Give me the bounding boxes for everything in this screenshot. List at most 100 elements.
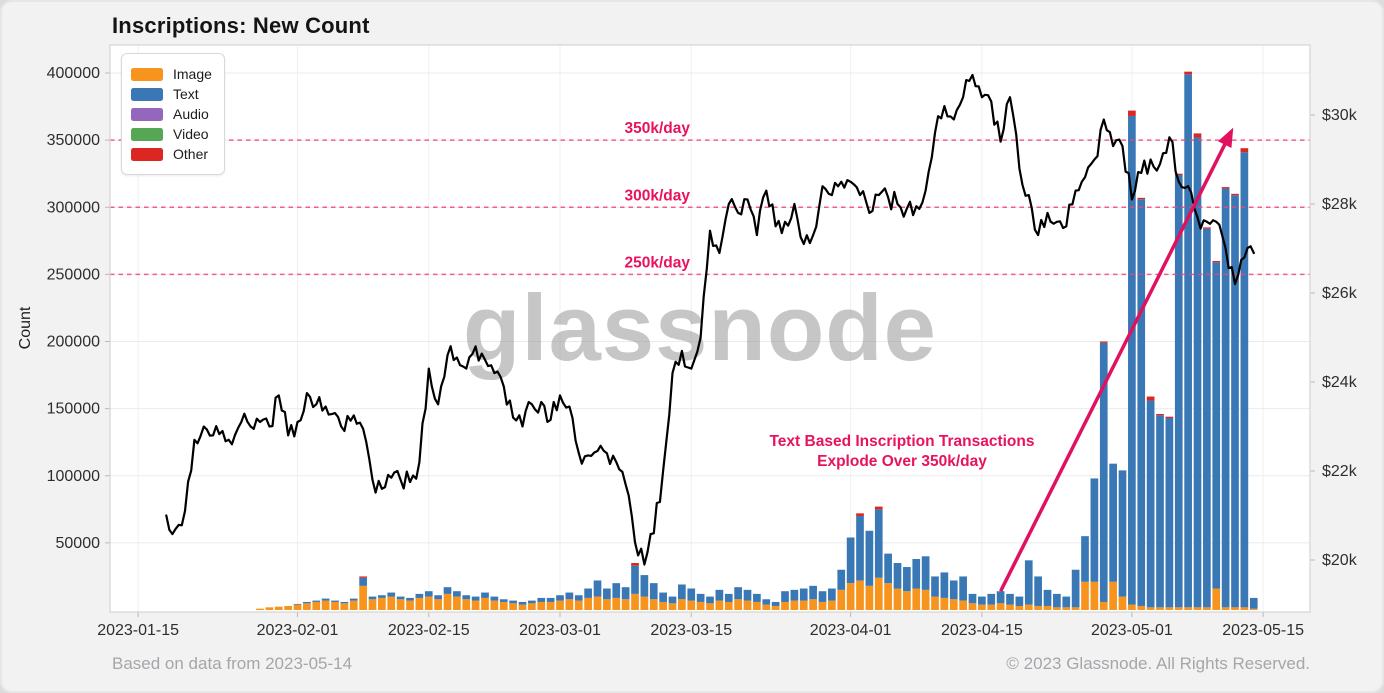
bar-segment-image — [1062, 607, 1071, 610]
bar-segment-text — [331, 600, 339, 602]
plot-border — [109, 44, 1311, 613]
bar-segment-image — [1221, 607, 1230, 610]
bar-segment-text — [1249, 597, 1258, 609]
bar-segment-image — [443, 593, 452, 610]
x-tick-label: 2023-02-01 — [257, 622, 339, 639]
legend-item-text[interactable]: Text — [131, 86, 212, 102]
legend-item-other[interactable]: Other — [131, 146, 212, 162]
y-right-tick-label: $28k — [1322, 196, 1358, 213]
bar-segment-image — [359, 585, 367, 610]
bar-segment-image — [1249, 608, 1258, 610]
bar-segment-image — [1118, 596, 1127, 610]
bar-segment-image — [659, 601, 667, 610]
bar-segment-image — [415, 597, 424, 610]
bar-segment-image — [378, 597, 386, 610]
bar-segment-text — [1015, 596, 1024, 606]
bar-segment-image — [537, 601, 546, 610]
other-swatch — [131, 147, 163, 161]
bar-segment-text — [621, 587, 630, 600]
bar-segment-text — [856, 516, 864, 581]
bar-segment-other — [1231, 193, 1239, 196]
bar-segment-text — [443, 587, 452, 594]
bar-segment-text — [968, 593, 977, 604]
bar-segment-text — [546, 597, 555, 602]
bar-segment-text — [799, 588, 808, 601]
bar-segment-text — [528, 600, 536, 604]
bar-segment-image — [959, 600, 967, 610]
bar-segment-image — [921, 589, 930, 610]
bar-segment-text — [940, 572, 949, 598]
bar-segment-image — [406, 600, 414, 610]
bar-segment-image — [453, 596, 461, 610]
bar-segment-text — [706, 596, 714, 604]
bar-segment-image — [640, 596, 649, 610]
y-right-tick-label: $24k — [1322, 374, 1358, 391]
bar-segment-text — [987, 593, 996, 605]
bar-segment-text — [584, 588, 592, 598]
bar-segment-text — [1024, 560, 1033, 605]
bar-segment-image — [734, 599, 742, 610]
bar-segment-image — [1165, 607, 1174, 610]
legend-label: Image — [173, 66, 212, 82]
bar-segment-image — [499, 601, 508, 610]
chart-legend: Image Text Audio Video Other — [121, 53, 225, 175]
bar-segment-text — [724, 593, 733, 602]
bar-segment-text — [490, 596, 499, 601]
bar-segment-text — [565, 592, 574, 600]
bar-segment-text — [696, 593, 705, 602]
bar-segment-text — [846, 537, 855, 584]
bar-segment-text — [762, 599, 771, 605]
y-left-tick-label: 200000 — [47, 334, 100, 351]
bar-segment-image — [912, 588, 921, 610]
bar-segment-image — [1081, 581, 1089, 610]
bar-segment-text — [509, 600, 517, 604]
legend-item-image[interactable]: Image — [131, 66, 212, 82]
bar-segment-text — [678, 584, 686, 600]
bar-segment-text — [1231, 195, 1239, 608]
trend-arrow-shaft — [999, 142, 1228, 592]
bar-segment-text — [1212, 262, 1221, 589]
bar-segment-text — [453, 591, 461, 597]
bar-segment-text — [321, 598, 330, 601]
bar-segment-other — [359, 576, 367, 578]
bar-segment-text — [481, 592, 489, 598]
bar-segment-image — [809, 599, 817, 610]
bar-segment-text — [771, 601, 780, 606]
bar-segment-image — [687, 600, 696, 610]
bar-segment-image — [256, 608, 264, 610]
bar-segment-text — [396, 596, 405, 600]
bar-segment-image — [612, 597, 621, 610]
bar-segment-image — [546, 601, 555, 610]
bar-segment-text — [818, 591, 827, 602]
bar-segment-other — [1212, 260, 1221, 263]
bar-segment-text — [978, 596, 986, 605]
bar-segment-image — [565, 599, 574, 610]
bar-segment-image — [434, 599, 442, 610]
bar-segment-other — [874, 506, 883, 510]
legend-item-audio[interactable]: Audio — [131, 106, 212, 122]
bar-segment-image — [1193, 607, 1202, 610]
bar-segment-text — [649, 583, 658, 600]
bar-segment-text — [874, 509, 883, 578]
bar-segment-text — [1006, 593, 1014, 605]
bar-segment-image — [1090, 581, 1099, 610]
bar-segment-text — [1118, 470, 1127, 597]
bar-segment-image — [724, 601, 733, 610]
bar-segment-image — [1006, 604, 1014, 610]
bar-segment-image — [678, 599, 686, 610]
bar-segment-image — [293, 604, 302, 610]
bar-segment-image — [1203, 607, 1211, 610]
bar-segment-image — [462, 599, 471, 610]
y-left-tick-label: 250000 — [47, 266, 100, 283]
y-left-tick-label: 50000 — [56, 535, 101, 552]
bar-segment-text — [574, 595, 583, 601]
bar-segment-image — [265, 607, 274, 610]
legend-label: Audio — [173, 106, 209, 122]
legend-item-video[interactable]: Video — [131, 126, 212, 142]
bar-segment-text — [640, 575, 649, 597]
bar-segment-image — [1212, 588, 1221, 610]
trend-arrow-head — [1218, 127, 1234, 148]
bar-segment-image — [387, 596, 396, 610]
bar-segment-image — [528, 603, 536, 610]
